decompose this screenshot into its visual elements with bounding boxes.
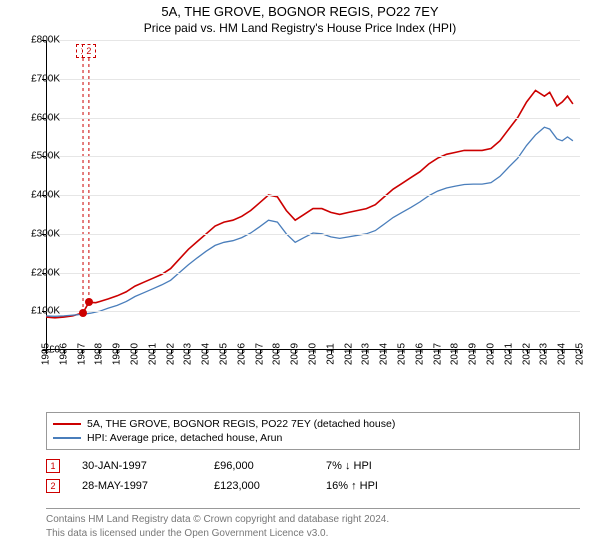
x-axis-label: 1999 xyxy=(112,343,123,365)
y-axis-label: £100K xyxy=(31,306,60,317)
legend-label: 5A, THE GROVE, BOGNOR REGIS, PO22 7EY (d… xyxy=(87,418,395,430)
legend-swatch xyxy=(53,437,81,439)
y-axis-label: £400K xyxy=(31,190,60,201)
sale-index: 1 xyxy=(46,459,60,473)
sale-dot xyxy=(85,298,93,306)
series-line xyxy=(46,90,573,317)
x-axis-label: 2025 xyxy=(575,343,586,365)
gridline xyxy=(46,234,580,235)
x-axis-label: 2005 xyxy=(219,343,230,365)
x-axis-label: 2016 xyxy=(414,343,425,365)
x-axis-label: 2002 xyxy=(165,343,176,365)
plot-region: 1995199619971998199920002001200220032004… xyxy=(46,40,580,350)
y-axis-label: £500K xyxy=(31,151,60,162)
x-axis-label: 2013 xyxy=(361,343,372,365)
title-block: 5A, THE GROVE, BOGNOR REGIS, PO22 7EY Pr… xyxy=(0,0,600,35)
footer-line-2: This data is licensed under the Open Gov… xyxy=(46,527,580,541)
sale-marker-callout: 2 xyxy=(82,44,96,58)
gridline xyxy=(46,273,580,274)
sale-price: £96,000 xyxy=(214,460,304,472)
y-axis-label: £0 xyxy=(49,345,60,356)
chart-subtitle: Price paid vs. HM Land Registry's House … xyxy=(0,21,600,35)
sale-row: 2 28-MAY-1997 £123,000 16% ↑ HPI xyxy=(46,476,580,496)
sale-row: 1 30-JAN-1997 £96,000 7% ↓ HPI xyxy=(46,456,580,476)
y-axis-label: £600K xyxy=(31,112,60,123)
gridline xyxy=(46,195,580,196)
x-axis-label: 2023 xyxy=(539,343,550,365)
x-axis-label: 2021 xyxy=(503,343,514,365)
x-axis-label: 2018 xyxy=(450,343,461,365)
x-axis-label: 2009 xyxy=(290,343,301,365)
x-axis-label: 2010 xyxy=(308,343,319,365)
sale-delta: 16% ↑ HPI xyxy=(326,480,426,492)
x-axis-label: 2015 xyxy=(397,343,408,365)
y-axis-label: £700K xyxy=(31,73,60,84)
y-axis-label: £200K xyxy=(31,267,60,278)
x-axis-label: 2024 xyxy=(557,343,568,365)
sale-delta: 7% ↓ HPI xyxy=(326,460,426,472)
x-axis-label: 2014 xyxy=(379,343,390,365)
y-axis-label: £800K xyxy=(31,35,60,46)
x-axis-label: 2011 xyxy=(325,343,336,365)
x-axis-label: 2019 xyxy=(468,343,479,365)
legend: 5A, THE GROVE, BOGNOR REGIS, PO22 7EY (d… xyxy=(46,412,580,450)
legend-item: HPI: Average price, detached house, Arun xyxy=(53,431,573,445)
chart-container: 5A, THE GROVE, BOGNOR REGIS, PO22 7EY Pr… xyxy=(0,0,600,560)
chart-area: 1995199619971998199920002001200220032004… xyxy=(46,40,580,350)
x-axis-label: 1997 xyxy=(76,343,87,365)
chart-title: 5A, THE GROVE, BOGNOR REGIS, PO22 7EY xyxy=(0,4,600,19)
x-axis-label: 1998 xyxy=(94,343,105,365)
x-axis-label: 2008 xyxy=(272,343,283,365)
x-axis-label: 2007 xyxy=(254,343,265,365)
x-axis-label: 2022 xyxy=(521,343,532,365)
gridline xyxy=(46,40,580,41)
sale-index: 2 xyxy=(46,479,60,493)
sale-date: 30-JAN-1997 xyxy=(82,460,192,472)
x-axis-label: 2020 xyxy=(486,343,497,365)
x-axis-label: 2000 xyxy=(130,343,141,365)
gridline xyxy=(46,118,580,119)
legend-swatch xyxy=(53,423,81,425)
x-axis-label: 2001 xyxy=(147,343,158,365)
footer: Contains HM Land Registry data © Crown c… xyxy=(46,508,580,540)
legend-label: HPI: Average price, detached house, Arun xyxy=(87,432,282,444)
gridline xyxy=(46,156,580,157)
sale-price: £123,000 xyxy=(214,480,304,492)
legend-item: 5A, THE GROVE, BOGNOR REGIS, PO22 7EY (d… xyxy=(53,417,573,431)
gridline xyxy=(46,311,580,312)
x-axis-label: 2004 xyxy=(201,343,212,365)
x-axis-label: 2012 xyxy=(343,343,354,365)
x-axis-label: 2003 xyxy=(183,343,194,365)
gridline xyxy=(46,79,580,80)
sale-dot xyxy=(79,309,87,317)
sale-date: 28-MAY-1997 xyxy=(82,480,192,492)
x-axis-label: 2017 xyxy=(432,343,443,365)
sales-table: 1 30-JAN-1997 £96,000 7% ↓ HPI 2 28-MAY-1997 £… xyxy=(46,456,580,496)
x-axis-label: 2006 xyxy=(236,343,247,365)
y-axis-label: £300K xyxy=(31,228,60,239)
footer-line-1: Contains HM Land Registry data © Crown c… xyxy=(46,513,580,527)
